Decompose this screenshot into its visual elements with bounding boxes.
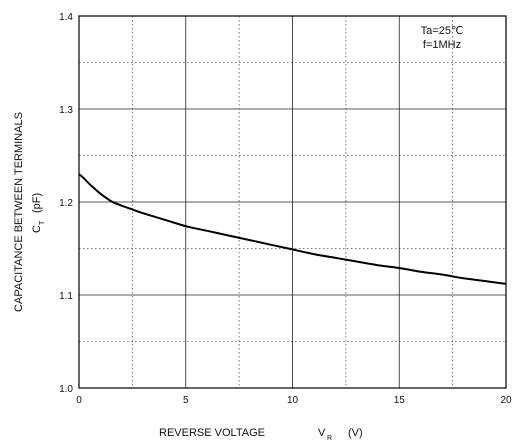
x-axis-subscript: R [327,435,332,442]
x-axis-unit: (V) [348,427,363,439]
y-tick-label: 1.2 [59,198,73,209]
y-tick-label: 1.0 [59,384,73,395]
x-tick-label: 5 [183,395,189,406]
x-tick-label: 15 [394,395,406,406]
x-axis-title: REVERSE VOLTAGE V R (V) [159,427,363,442]
y-axis-symbol: C [31,225,43,233]
annotation-temperature: Ta=25℃ [421,25,464,37]
y-axis-title: CAPACITANCE BETWEEN TERMINALS C T (pF) [13,112,46,312]
y-axis-unit: (pF) [31,193,43,213]
y-axis-subscript: T [39,220,46,225]
x-axis-label: REVERSE VOLTAGE [159,427,265,439]
major-grid [78,15,507,389]
capacitance-curve [78,173,507,285]
y-tick-label: 1.3 [59,105,73,116]
y-tick-label: 1.4 [59,12,73,23]
y-axis-label: CAPACITANCE BETWEEN TERMINALS [13,112,25,312]
annotation-frequency: f=1MHz [423,39,461,51]
x-tick-label: 0 [76,395,82,406]
x-tick-label: 10 [287,395,299,406]
x-axis-symbol: V [318,427,326,439]
x-tick-label: 20 [500,395,512,406]
y-tick-label: 1.1 [59,291,73,302]
plot-frame [78,15,507,389]
y-tick-labels: 1.0 1.1 1.2 1.3 1.4 [59,12,73,395]
x-tick-labels: 0 5 10 15 20 [76,395,512,406]
